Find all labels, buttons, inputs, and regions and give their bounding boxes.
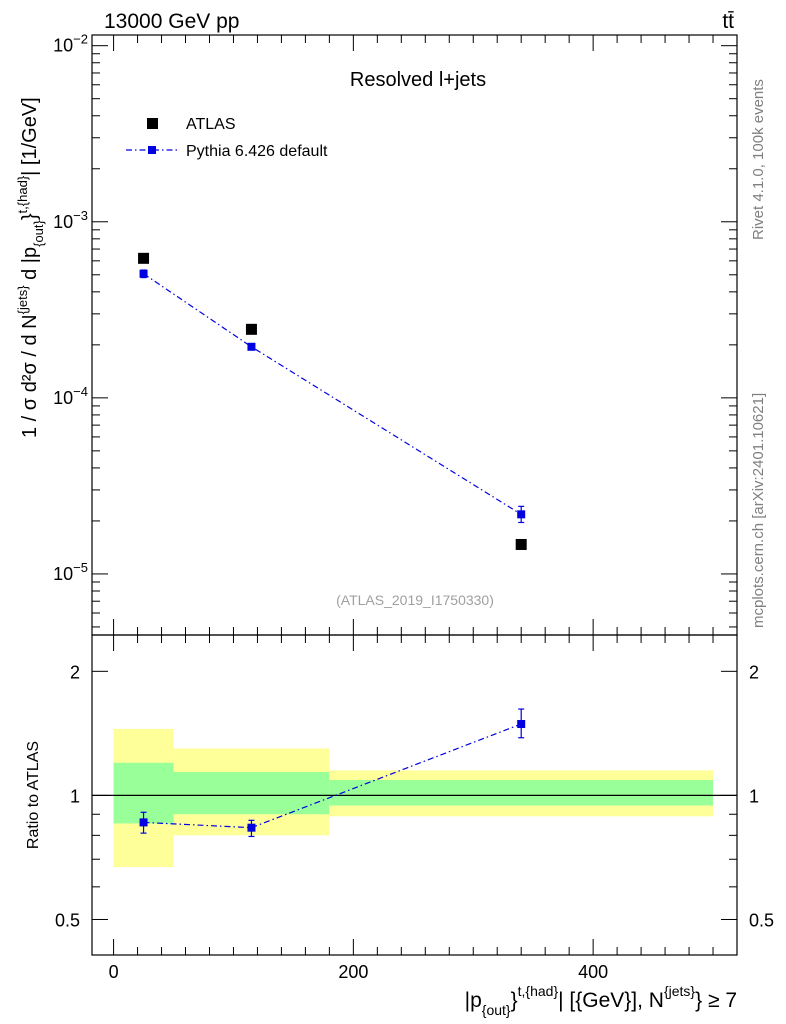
pythia-point-1 <box>247 342 256 351</box>
x-axis-title: |p{out}}t,{had}| [{GeV}], N{jets}} ≥ 7 <box>465 983 737 1018</box>
pythia-line <box>143 273 522 515</box>
ratio-y-tick-right-1: 1 <box>749 786 759 806</box>
band-green-2 <box>329 779 714 806</box>
y-tick-1e-4-exp: −4 <box>73 384 88 399</box>
pythia-point-2 <box>517 510 526 519</box>
ylabel-main: 1 / σ d²σ / d N <box>19 314 41 438</box>
y-tick-label-1e-4: 10−4 <box>53 384 88 408</box>
legend-atlas-marker <box>147 118 158 129</box>
x-tick-label-400: 400 <box>578 962 608 982</box>
ratio-point-0 <box>139 818 148 827</box>
xlabel-p1: |p <box>465 989 482 1012</box>
xlabel-p1-sub: {out} <box>482 1002 511 1018</box>
xlabel-p3: } ≥ 7 <box>695 989 737 1012</box>
uncertainty-bands <box>113 728 714 868</box>
x-tick-label-0: 0 <box>109 962 119 982</box>
plot-title: Resolved l+jets <box>350 69 486 91</box>
xlabel-p1-after: } <box>511 989 518 1012</box>
y-tick-1e-3-exp: −3 <box>73 208 88 223</box>
ratio-y-tick-left-1: 1 <box>70 786 80 806</box>
y-tick-label-1e-3: 10−3 <box>53 208 88 232</box>
xlabel-p1-sup: t,{had} <box>518 983 559 999</box>
ylabel-main-sup: {jets} <box>15 285 30 315</box>
ratio-y-tick-right-2: 2 <box>749 662 759 682</box>
ratio-point-1 <box>247 823 256 832</box>
y-tick-1e-4-base: 10 <box>53 388 73 408</box>
xlabel-p2: | [{GeV}], N <box>558 989 664 1012</box>
ylabel-mid-after: } <box>19 213 41 220</box>
xlabel-p2-sup: {jets} <box>664 983 695 999</box>
main-y-axis-title: 1 / σ d²σ / d N{jets} d |p{out}}t,{had}|… <box>15 97 46 438</box>
process-label: tt̄ <box>722 10 734 33</box>
ylabel-mid-sub: {out} <box>31 219 46 246</box>
ylabel-mid: d |p <box>19 247 41 286</box>
rivet-label: Rivet 4.1.0, 100k events <box>750 79 767 240</box>
ratio-y-tick-left-0.5: 0.5 <box>55 910 80 930</box>
y-tick-1e-3-base: 10 <box>53 212 73 232</box>
y-tick-label-1e-2: 10−2 <box>53 32 88 56</box>
legend-atlas-label: ATLAS <box>186 116 236 133</box>
band-green-1 <box>173 771 330 815</box>
legend-pythia-marker <box>148 146 156 154</box>
ratio-point-2 <box>517 720 526 729</box>
legend-pythia-label: Pythia 6.426 default <box>186 143 328 160</box>
analysis-watermark: (ATLAS_2019_I1750330) <box>336 592 494 608</box>
axis-ticks <box>92 35 737 955</box>
main-y-tick-labels: 10−5 10−4 10−3 10−2 <box>53 32 88 584</box>
ratio-data <box>139 708 526 838</box>
ylabel-tail: | [1/GeV] <box>19 97 41 176</box>
atlas-point-0 <box>138 252 150 264</box>
atlas-point-2 <box>515 538 527 550</box>
atlas-point-1 <box>245 323 257 335</box>
ratio-y-tick-left-2: 2 <box>70 662 80 682</box>
pythia-point-0 <box>139 269 148 278</box>
energy-label: 13000 GeV pp <box>104 10 239 33</box>
y-tick-1e-2-base: 10 <box>53 36 73 56</box>
y-tick-label-1e-5: 10−5 <box>53 560 88 584</box>
site-label: mcplots.cern.ch [arXiv:2401.10621] <box>750 393 767 628</box>
y-tick-1e-5-exp: −5 <box>73 560 88 575</box>
main-data <box>138 252 527 550</box>
ratio-y-axis-title: Ratio to ATLAS <box>25 741 42 849</box>
x-tick-label-200: 200 <box>338 962 368 982</box>
y-tick-1e-5-base: 10 <box>53 564 73 584</box>
y-tick-1e-2-exp: −2 <box>73 32 88 47</box>
ratio-y-tick-right-0.5: 0.5 <box>749 910 774 930</box>
legend: ATLAS Pythia 6.426 default <box>126 116 328 160</box>
ylabel-mid-sup: t,{had} <box>15 175 30 213</box>
